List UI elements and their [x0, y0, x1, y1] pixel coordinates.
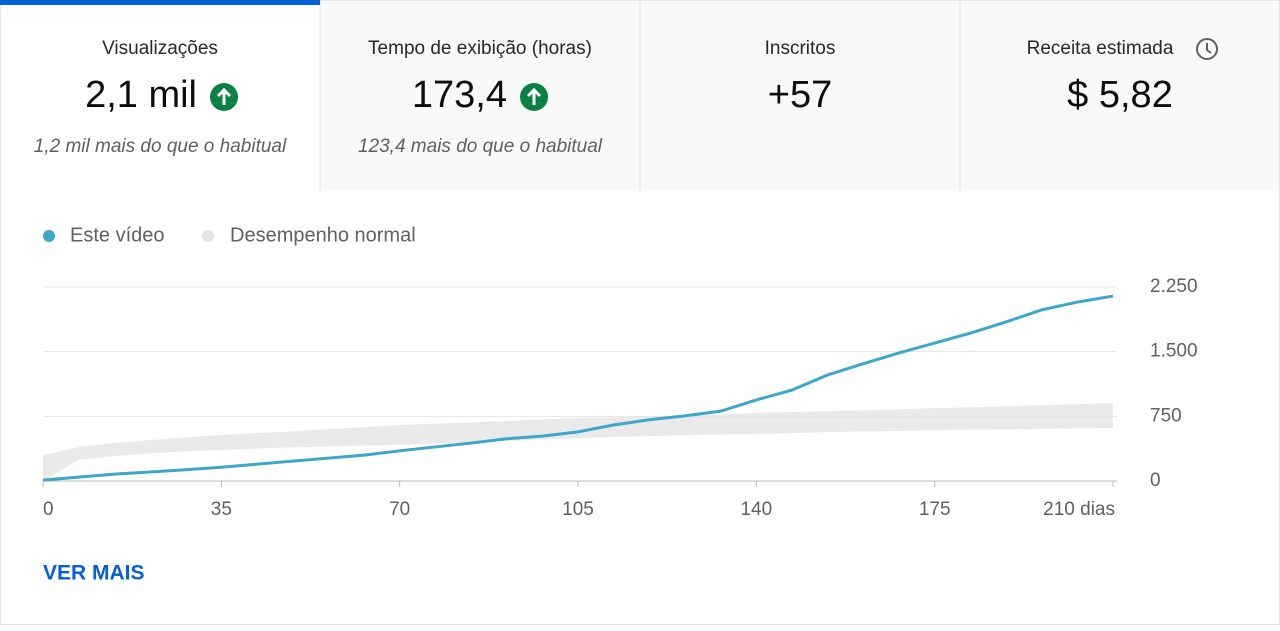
y-tick-label: 2.250: [1150, 276, 1198, 297]
card-title: Visualizações: [102, 38, 218, 59]
legend-swatch: [43, 230, 55, 242]
card-note: 123,4 mais do que o habitual: [358, 136, 603, 157]
card-note: 1,2 mil mais do que o habitual: [34, 136, 287, 157]
selected-indicator: [0, 0, 320, 5]
clock-hands: [1206, 43, 1212, 54]
x-tick-label: 35: [211, 499, 232, 520]
card-title: Inscritos: [765, 38, 836, 59]
up-arrow: [216, 87, 232, 105]
plot: 0 750 1.500 2.250 0 35 70 105 140 175 210 dias: [42, 276, 1198, 520]
x-tick-label: 210 dias: [1043, 499, 1115, 520]
card[interactable]: Inscritos +57: [765, 38, 836, 116]
card-value: +57: [768, 74, 832, 116]
x-tick-label: 0: [43, 499, 54, 520]
card-value: 2,1 mil: [85, 74, 197, 116]
legend-label: Desempenho normal: [230, 224, 416, 246]
video-line: [42, 294, 1114, 482]
x-tick-label: 175: [919, 499, 951, 520]
see-more-link[interactable]: VER MAIS: [43, 562, 145, 585]
card-value: $ 5,82: [1067, 74, 1173, 116]
legend-swatch: [202, 230, 214, 242]
card[interactable]: Visualizações 2,1 mil 1,2 mil mais do qu…: [34, 38, 287, 157]
legend-label: Este vídeo: [70, 224, 165, 246]
card-value: 173,4: [412, 74, 507, 116]
x-tick-label: 105: [562, 499, 594, 520]
normal-range-band: [43, 402, 1113, 481]
card-title: Receita estimada: [1027, 38, 1174, 59]
y-tick-label: 0: [1150, 470, 1161, 491]
y-tick-label: 750: [1150, 405, 1182, 426]
x-tick-label: 140: [740, 499, 772, 520]
card-bg: [320, 1, 1279, 191]
card[interactable]: Tempo de exibição (horas) 173,4 123,4 ma…: [358, 38, 603, 157]
x-tick-label: 70: [389, 499, 410, 520]
clock-icon: [1196, 38, 1218, 60]
up-arrow: [526, 87, 542, 105]
card[interactable]: Receita estimada $ 5,82: [1027, 38, 1218, 116]
y-tick-label: 1.500: [1150, 341, 1198, 362]
card-title: Tempo de exibição (horas): [368, 38, 592, 59]
